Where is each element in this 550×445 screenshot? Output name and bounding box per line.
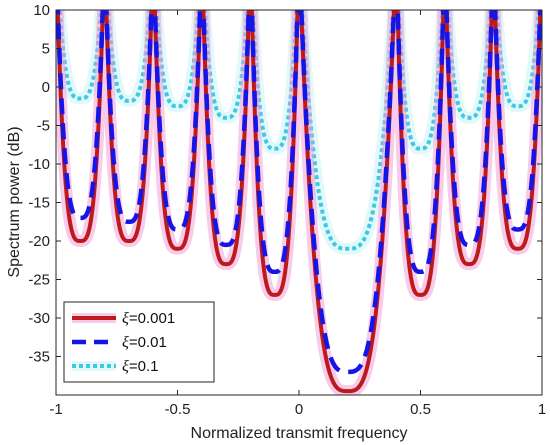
series-1 (56, 10, 542, 395)
series-line (56, 10, 542, 375)
y-axis-label: Spectrum power (dB) (6, 126, 23, 277)
x-axis-label: Normalized transmit frequency (191, 425, 408, 442)
series-3 (56, 10, 542, 255)
series-line (57, 10, 541, 251)
legend-value: =0.1 (129, 358, 159, 375)
x-tick-label: 1 (538, 401, 546, 418)
legend-symbol: ξ (122, 358, 129, 375)
series-layer (56, 10, 542, 395)
y-tick-label: -20 (28, 233, 50, 250)
legend-label: ξ=0.01 (122, 334, 167, 351)
y-tick-label: 5 (42, 41, 50, 58)
series-line (56, 10, 542, 394)
series-2 (56, 10, 542, 375)
ticks-layer: -1 -0.5 0 0.5 1 10 5 0 -5 -10 -15 -20 -25 -30 -35 (28, 2, 546, 418)
y-tick-label: -5 (37, 118, 50, 135)
y-tick-label: 10 (33, 2, 50, 19)
legend-symbol: ξ (122, 310, 129, 327)
legend-item-2: ξ=0.01 (72, 334, 167, 351)
y-tick-label: -25 (28, 272, 50, 289)
legend-symbol: ξ (122, 334, 129, 351)
legend-item-3: ξ=0.1 (72, 358, 158, 375)
legend-label: ξ=0.001 (122, 310, 175, 327)
x-tick-label: 0 (295, 401, 303, 418)
legend-label: ξ=0.1 (122, 358, 158, 375)
x-tick-label: 0.5 (410, 401, 431, 418)
legend-value: =0.01 (129, 334, 167, 351)
legend-item-1: ξ=0.001 (72, 310, 175, 327)
y-tick-label: -30 (28, 310, 50, 327)
y-tick-label: -10 (28, 156, 50, 173)
y-tick-label: -35 (28, 349, 50, 366)
y-tick-label: 0 (42, 79, 50, 96)
y-tick-label: -15 (28, 195, 50, 212)
legend-value: =0.001 (129, 310, 175, 327)
x-tick-label: -1 (49, 401, 62, 418)
x-tick-label: -0.5 (165, 401, 191, 418)
